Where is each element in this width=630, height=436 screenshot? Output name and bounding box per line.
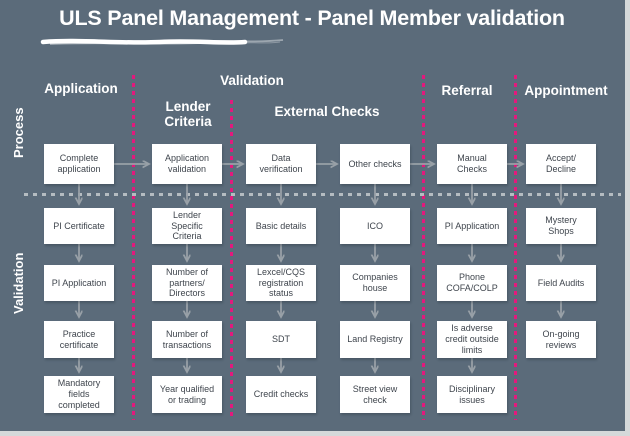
validation-check-box: Phone COFA/COLP [437, 265, 507, 301]
section-header-appointment: Appointment [524, 83, 608, 98]
validation-check-box: Land Registry [340, 321, 410, 358]
frame-edge-bottom [0, 431, 630, 436]
validation-check-box: Number of partners/ Directors [152, 265, 222, 301]
validation-check-box: Lexcel/CQS registration status [246, 265, 316, 301]
validation-check-box: Companies house [340, 265, 410, 301]
section-header-application: Application [44, 81, 118, 96]
validation-check-box: Year qualified or trading [152, 376, 222, 413]
section-header-referral: Referral [441, 83, 493, 98]
validation-check-box: ICO [340, 208, 410, 244]
section-header-external-checks: External Checks [274, 104, 380, 119]
row-label-validation: Validation [11, 252, 26, 314]
validation-check-box: Basic details [246, 208, 316, 244]
row-label-process: Process [11, 107, 26, 159]
validation-check-box: Mandatory fields completed [44, 376, 114, 413]
column-divider [230, 100, 233, 420]
validation-check-box: Field Audits [526, 265, 596, 301]
validation-check-box: Credit checks [246, 376, 316, 413]
process-step-box: Other checks [340, 144, 410, 184]
column-divider [132, 75, 135, 420]
process-step-box: Accept/ Decline [526, 144, 596, 184]
validation-check-box: PI Application [44, 265, 114, 301]
validation-check-box: Disciplinary issues [437, 376, 507, 413]
column-divider [422, 75, 425, 420]
validation-check-box: PI Certificate [44, 208, 114, 244]
validation-check-box: PI Application [437, 208, 507, 244]
section-header-lender-criteria: Lender Criteria [164, 99, 212, 129]
validation-check-box: Number of transactions [152, 321, 222, 358]
title-underline-stroke [40, 38, 284, 45]
validation-check-box: Lender Specific Criteria [152, 208, 222, 244]
frame-edge-right [625, 0, 630, 436]
process-step-box: Application validation [152, 144, 222, 184]
validation-check-box: SDT [246, 321, 316, 358]
process-step-box: Data verification [246, 144, 316, 184]
process-validation-divider [24, 193, 621, 196]
validation-check-box: Street view check [340, 376, 410, 413]
process-step-box: Manual Checks [437, 144, 507, 184]
section-header-validation: Validation [220, 73, 284, 88]
validation-check-box: On-going reviews [526, 321, 596, 358]
column-divider [514, 75, 517, 420]
validation-check-box: Is adverse credit outside limits [437, 321, 507, 358]
validation-check-box: Mystery Shops [526, 208, 596, 244]
validation-check-box: Practice certificate [44, 321, 114, 358]
page-title: ULS Panel Management - Panel Member vali… [59, 6, 565, 30]
process-step-box: Complete application [44, 144, 114, 184]
